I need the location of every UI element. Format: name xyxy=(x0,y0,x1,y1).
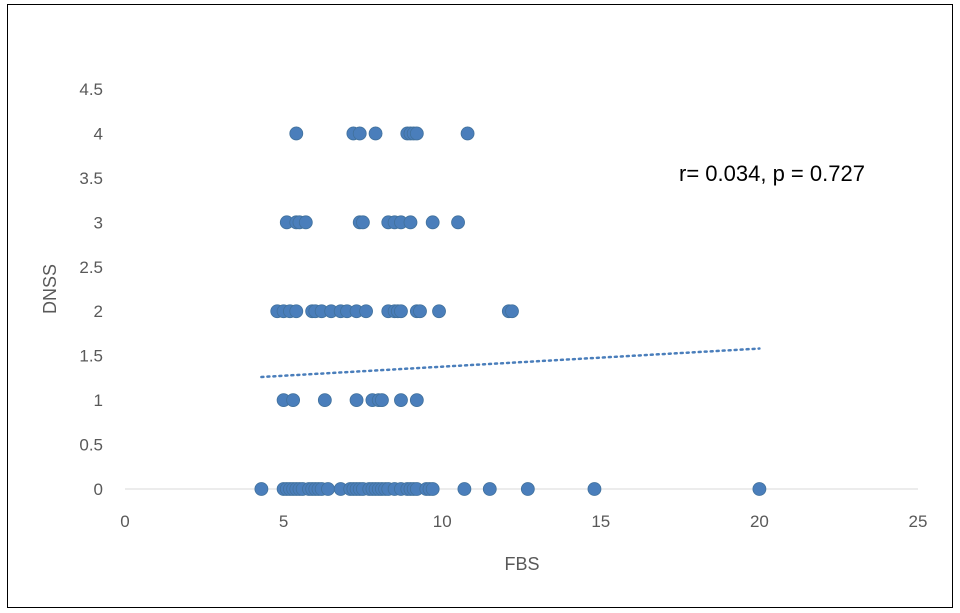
data-point xyxy=(482,482,497,496)
data-point xyxy=(289,304,304,319)
x-tick-label: 20 xyxy=(750,512,769,531)
data-point xyxy=(394,304,408,319)
data-point xyxy=(403,215,418,230)
data-point xyxy=(317,393,332,408)
data-point xyxy=(457,482,472,496)
data-point xyxy=(451,215,465,230)
y-tick-label: 3 xyxy=(94,213,103,232)
y-tick-label: 4 xyxy=(94,124,103,143)
data-point xyxy=(413,304,427,319)
data-point xyxy=(298,215,313,230)
data-point xyxy=(425,482,440,496)
x-tick-label: 25 xyxy=(909,512,928,531)
data-point xyxy=(587,482,602,496)
data-point xyxy=(409,126,424,141)
y-tick-labels: 0 0.5 1 1.5 2 2.5 3 3.5 4 4.5 xyxy=(79,80,103,499)
data-point xyxy=(254,482,269,496)
x-tick-label: 5 xyxy=(279,512,288,531)
data-point xyxy=(355,215,370,230)
data-point xyxy=(359,304,373,319)
y-tick-label: 0 xyxy=(94,480,103,499)
correlation-annotation: r= 0.034, p = 0.727 xyxy=(679,161,865,186)
data-point xyxy=(505,304,519,319)
data-point xyxy=(425,215,440,230)
y-tick-label: 1 xyxy=(94,391,103,410)
x-tick-label: 0 xyxy=(120,512,129,531)
data-point xyxy=(349,393,364,408)
data-point xyxy=(289,126,304,141)
y-tick-label: 3.5 xyxy=(79,169,103,188)
y-tick-label: 2.5 xyxy=(79,258,103,277)
data-point xyxy=(352,126,367,141)
data-point xyxy=(520,482,535,496)
y-tick-label: 1.5 xyxy=(79,347,103,366)
data-point xyxy=(368,126,383,141)
x-tick-label: 10 xyxy=(433,512,452,531)
y-tick-label: 4.5 xyxy=(79,80,103,99)
y-tick-label: 2 xyxy=(94,302,103,321)
data-point xyxy=(409,393,424,408)
data-point xyxy=(394,393,408,408)
data-point xyxy=(321,482,335,496)
data-point xyxy=(432,304,446,319)
trendline-group xyxy=(260,347,761,379)
data-point xyxy=(286,393,301,408)
y-tick-label: 0.5 xyxy=(79,436,103,455)
data-point xyxy=(460,126,475,141)
data-points xyxy=(254,126,767,496)
x-tick-label: 15 xyxy=(591,512,610,531)
x-tick-labels: 0 5 10 15 20 25 xyxy=(120,512,927,531)
data-point xyxy=(375,393,389,408)
data-point xyxy=(752,482,767,496)
x-axis-title: FBS xyxy=(504,554,539,574)
trendline xyxy=(260,347,761,379)
chart-frame xyxy=(7,4,953,608)
y-axis-title: DNSS xyxy=(40,264,60,314)
